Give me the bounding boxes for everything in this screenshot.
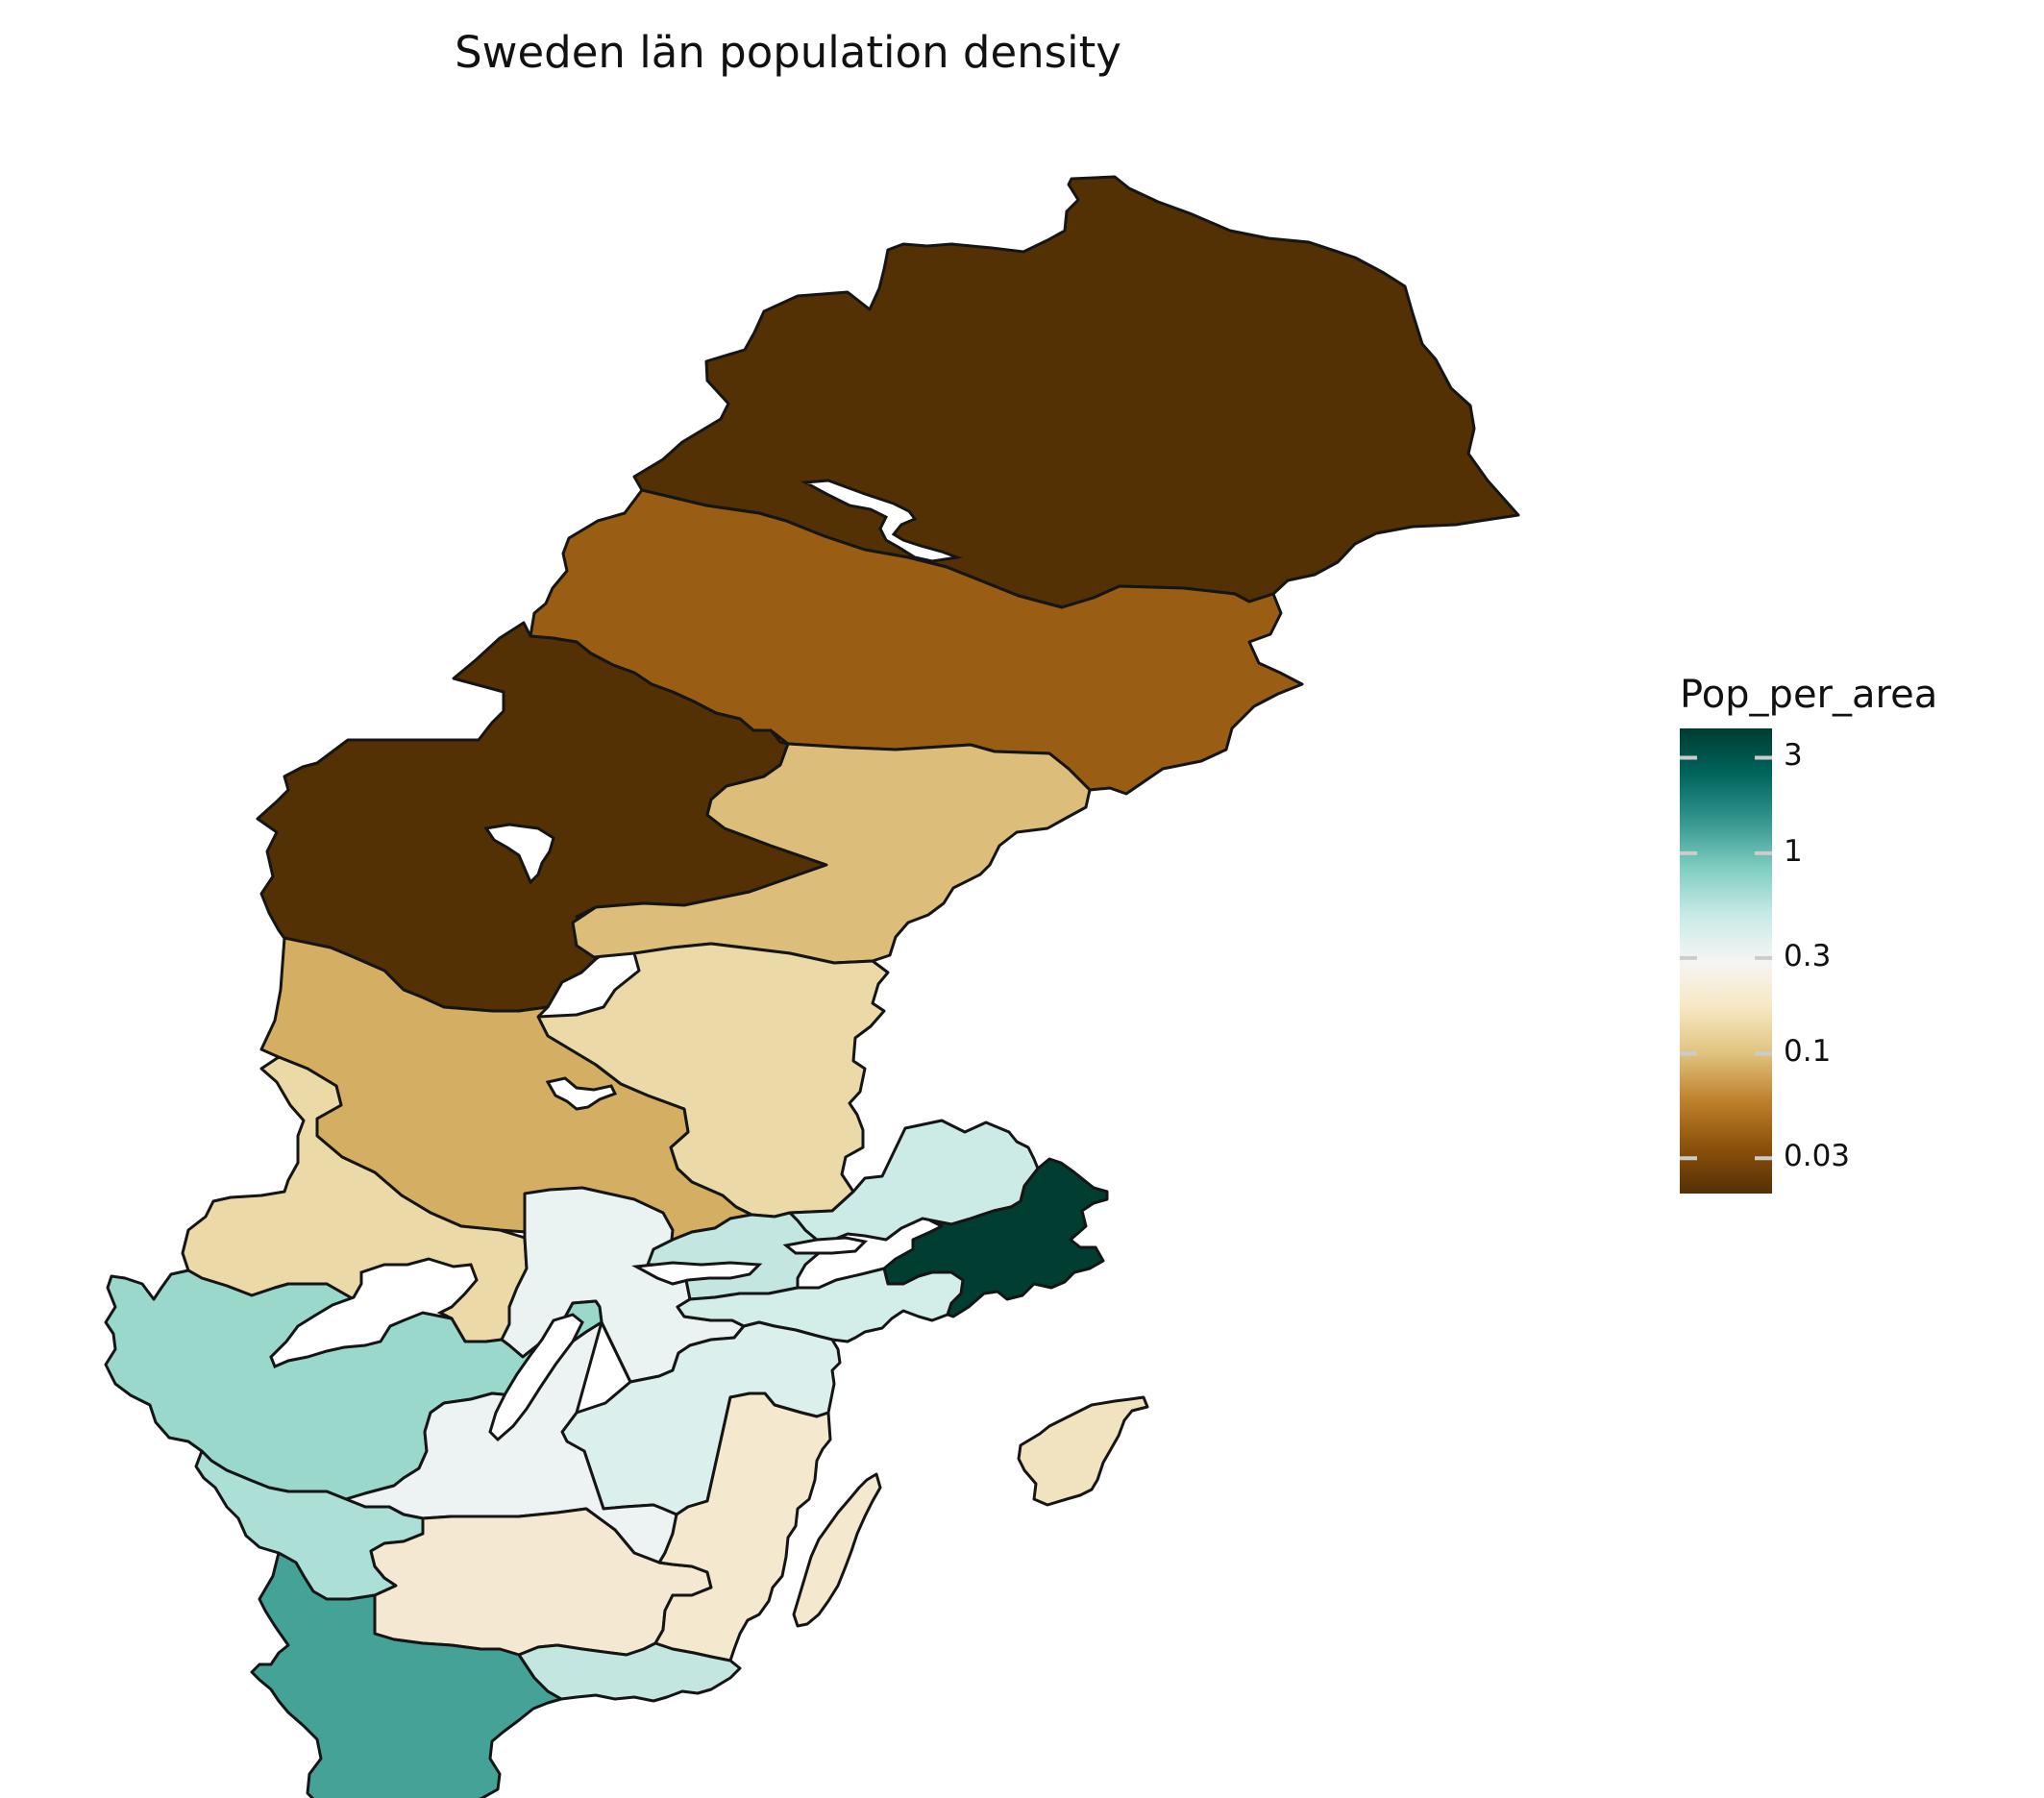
lake-vanern [269, 1257, 479, 1368]
legend-ticks [1680, 755, 1772, 1161]
lake-malaren [631, 1261, 763, 1286]
map-title: Sweden län population density [455, 27, 1121, 78]
region-gotland [1017, 1395, 1149, 1507]
region-oland [792, 1472, 882, 1628]
legend-tick-label: 0.03 [1784, 1139, 1851, 1174]
lake-hjalmaren [782, 1236, 869, 1255]
sweden-map [104, 175, 1520, 1798]
lake-siljan [545, 1076, 618, 1111]
region-kalmar [653, 1392, 832, 1663]
lake-storsjon [483, 823, 555, 885]
legend-tick-label: 0.1 [1784, 1034, 1832, 1070]
color-legend [1680, 728, 1772, 1194]
lake-vattern [488, 1313, 584, 1442]
legend-tick-label: 1 [1784, 833, 1803, 869]
legend-tick-label: 0.3 [1784, 938, 1832, 973]
lake-tornetrask [800, 479, 963, 563]
region-skane [250, 1551, 563, 1798]
legend-tick-label: 3 [1784, 738, 1803, 774]
legend-title: Pop_per_area [1680, 673, 1938, 717]
legend-colorbar [1680, 728, 1772, 1194]
region-blekinge [517, 1641, 742, 1703]
region-stockholm [882, 1157, 1109, 1318]
